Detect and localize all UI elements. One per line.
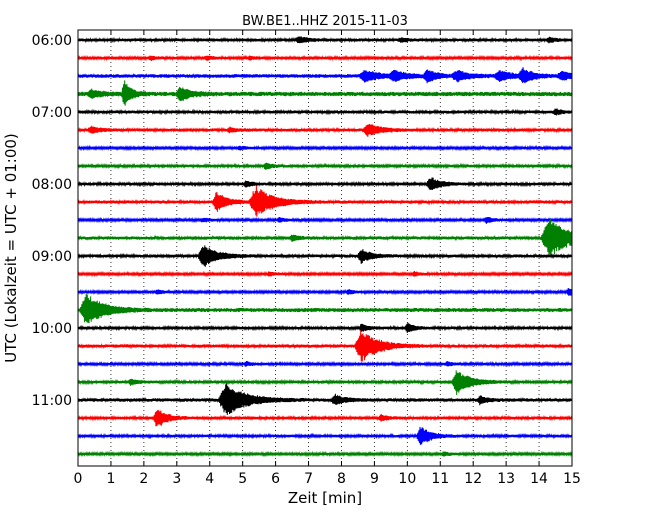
y-tick-label: 07:00: [32, 105, 72, 121]
x-tick-label: 13: [497, 471, 515, 487]
trace-1045: [77, 370, 573, 396]
trace-0945: [77, 293, 573, 324]
trace-0845: [77, 218, 573, 257]
trace-0930: [77, 287, 573, 296]
trace-0645: [77, 80, 573, 106]
y-tick-label: 08:00: [32, 177, 72, 193]
x-tick-label: 10: [398, 471, 416, 487]
trace-0730: [77, 144, 573, 152]
y-axis-label: UTC (Lokalzeit = UTC + 01:00): [2, 133, 20, 363]
trace-0715: [77, 123, 573, 137]
trace-1145: [77, 450, 573, 458]
trace-0915: [77, 270, 573, 278]
trace-1130: [77, 426, 573, 445]
trace-1015: [77, 330, 573, 362]
x-tick-label: 0: [74, 471, 83, 487]
trace-0815: [77, 185, 573, 217]
y-tick-label: 10:00: [32, 321, 72, 337]
x-tick-label: 7: [304, 471, 313, 487]
x-tick-label: 1: [106, 471, 115, 487]
x-axis-ticks: 0 1 2 3 4 5 6 7 8 9 10 11 12 13 14 15: [74, 30, 581, 487]
trace-0700: [77, 108, 573, 116]
trace-1100: [77, 383, 573, 416]
y-axis-ticks: 06:00 07:00 08:00 09:00 10:00 11:00: [32, 33, 572, 409]
trace-0745: [77, 162, 573, 170]
trace-1000: [77, 322, 573, 334]
trace-0830: [77, 216, 573, 224]
x-tick-label: 14: [530, 471, 548, 487]
trace-1030: [77, 360, 573, 368]
y-tick-label: 11:00: [32, 393, 72, 409]
chart-title: BW.BE1..HHZ 2015-11-03: [242, 14, 408, 29]
x-tick-label: 9: [370, 471, 379, 487]
x-tick-label: 6: [271, 471, 280, 487]
y-tick-label: 06:00: [32, 33, 72, 49]
x-tick-label: 2: [139, 471, 148, 487]
plot-frame: [77, 29, 573, 467]
trace-0800: [77, 177, 573, 191]
grid-lines: [110, 30, 540, 466]
trace-1115: [77, 410, 573, 427]
x-tick-label: 5: [238, 471, 247, 487]
trace-0615: [77, 54, 573, 62]
trace-0900: [77, 245, 573, 267]
y-tick-label: 09:00: [32, 249, 72, 265]
x-axis-label: Zeit [min]: [288, 489, 362, 507]
trace-0600: [77, 36, 573, 44]
trace-0630: [77, 67, 573, 84]
x-tick-label: 11: [431, 471, 449, 487]
x-tick-label: 4: [205, 471, 214, 487]
x-tick-label: 12: [464, 471, 482, 487]
seismic-traces: [77, 36, 573, 458]
x-tick-label: 15: [563, 471, 581, 487]
x-tick-label: 8: [337, 471, 346, 487]
x-tick-label: 3: [172, 471, 181, 487]
